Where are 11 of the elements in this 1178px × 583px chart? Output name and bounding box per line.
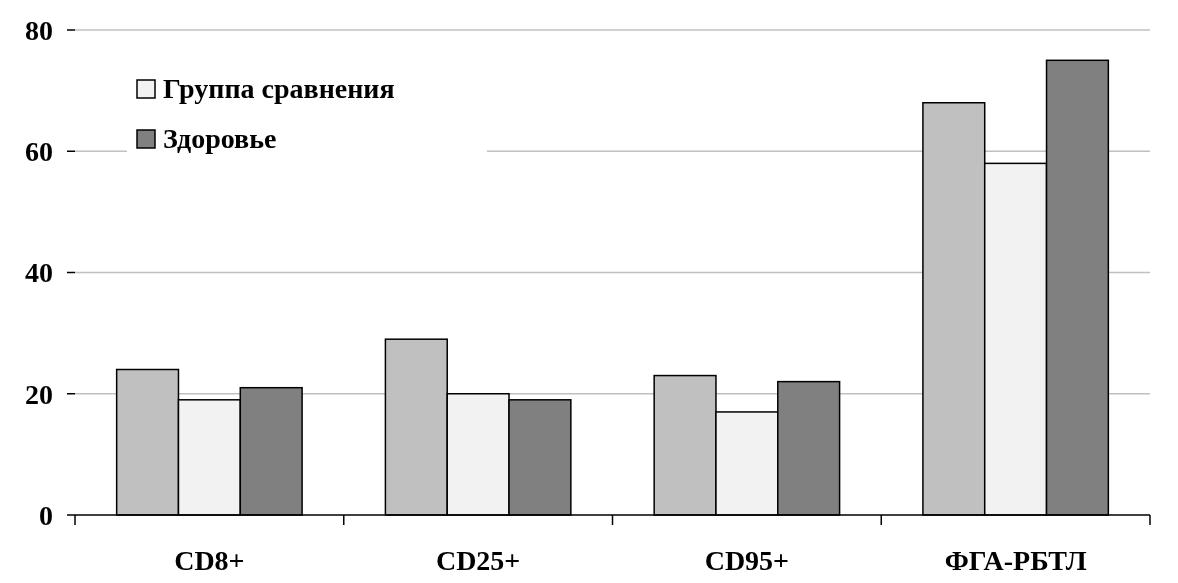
y-tick-label: 20 <box>25 378 53 410</box>
y-tick-label: 0 <box>39 499 53 531</box>
x-tick-label: CD8+ <box>174 545 245 576</box>
y-tick-label: 60 <box>25 136 53 168</box>
legend-label: Группа сравнения <box>163 73 395 104</box>
x-tick-label: ФГА-РБТЛ <box>944 545 1087 576</box>
x-tick-label: CD25+ <box>435 545 521 576</box>
x-tick-label: CD95+ <box>704 545 790 576</box>
legend-label: Здоровье <box>163 123 277 154</box>
y-tick-label: 40 <box>25 257 53 289</box>
y-tick-label: 80 <box>25 14 53 46</box>
